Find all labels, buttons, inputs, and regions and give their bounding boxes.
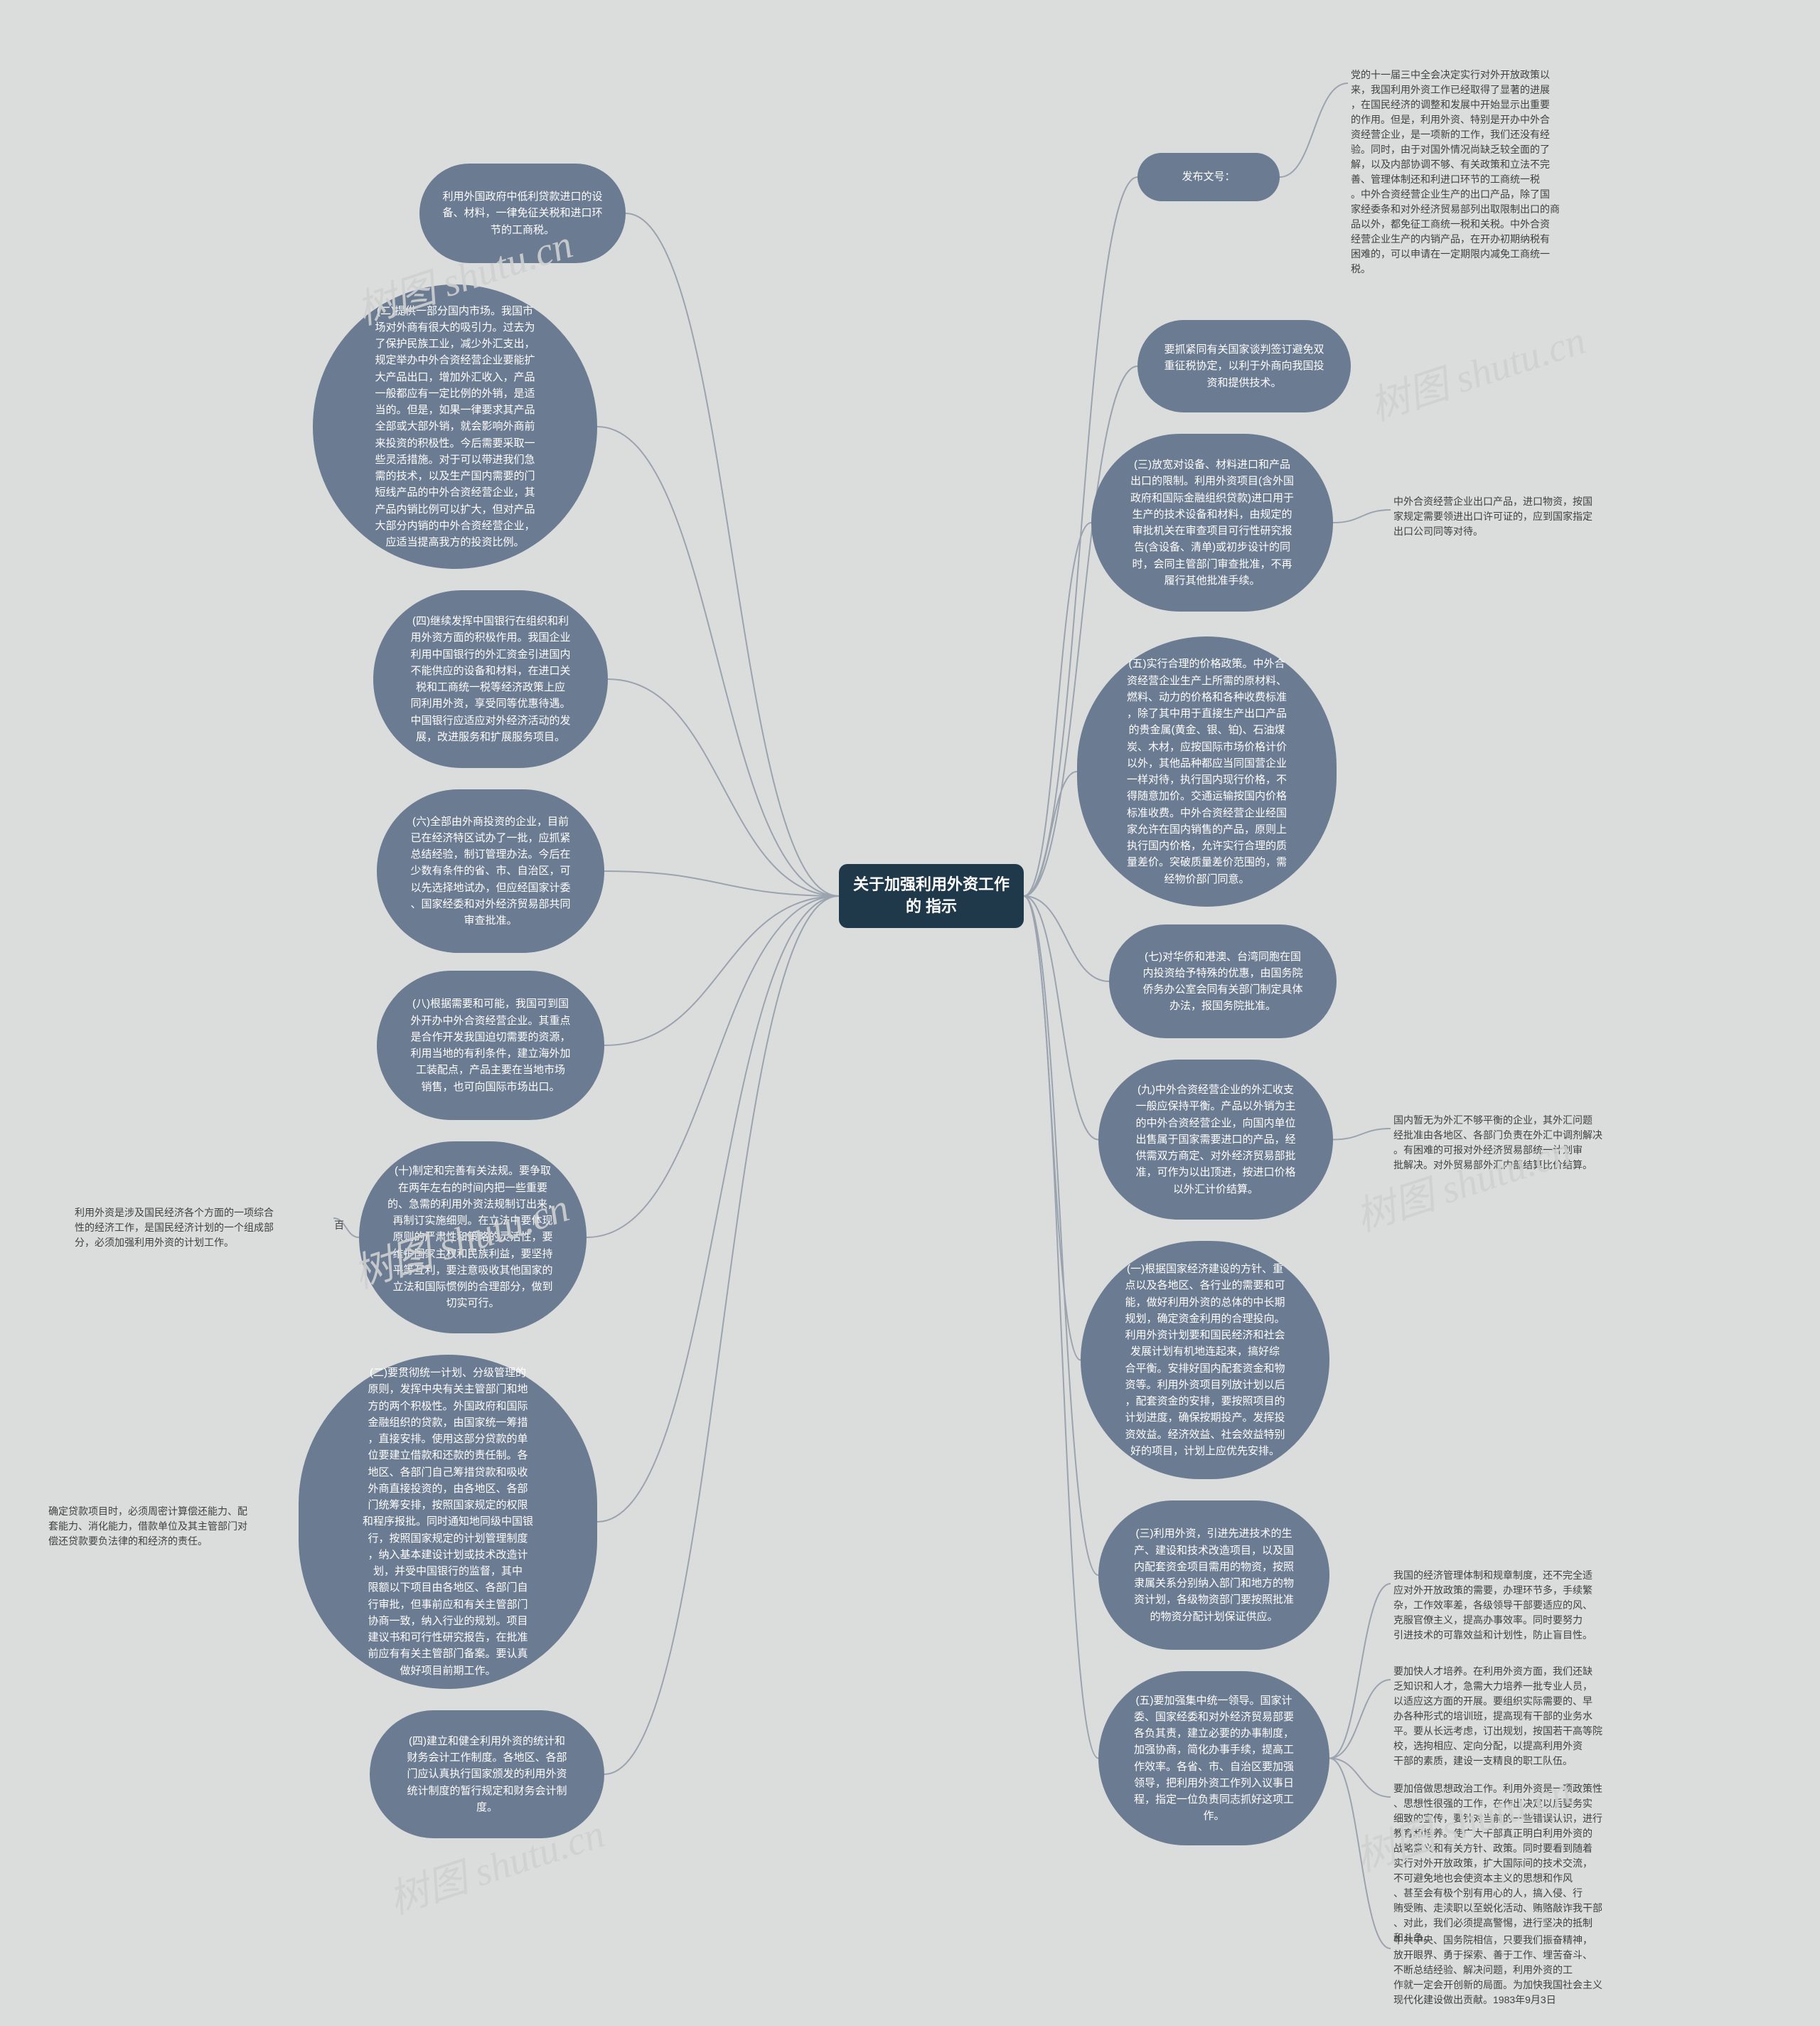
node-l3[interactable]: (四)继续发挥中国银行在组织和利 用外资方面的积极作用。我国企业 利用中国银行的…	[373, 590, 608, 768]
node-r7-text: (一)根据国家经济建设的方针、重 点以及各地区、各行业的需要和可 能，做好利用外…	[1095, 1261, 1315, 1459]
node-l6-text: (十)制定和完善有关法规。要争取 在两年左右的时间内把一些重要 的、急需的利用外…	[373, 1163, 572, 1311]
node-l4[interactable]: (六)全部由外商投资的企业，目前 已在经济特区试办了一批，应抓紧 总结经验，制订…	[377, 789, 604, 953]
node-r5[interactable]: (七)对华侨和港澳、台湾同胞在国 内投资给予特殊的优惠，由国务院 侨务办公室会同…	[1109, 924, 1337, 1038]
node-r6[interactable]: (九)中外合资经营企业的外汇收支 一般应保持平衡。产品以外销为主 的中外合资经营…	[1098, 1060, 1333, 1220]
note-ln1b: 百	[334, 1218, 355, 1233]
node-r5-text: (七)对华侨和港澳、台湾同胞在国 内投资给予特殊的优惠，由国务院 侨务办公室会同…	[1123, 949, 1322, 1015]
note-rn4: 我国的经济管理体制和规章制度，还不完全适 应对外开放政策的需要，办理环节多，手续…	[1393, 1568, 1649, 1643]
note-rn5: 要加快人才培养。在利用外资方面，我们还缺 乏知识和人才，急需大力培养一批专业人员…	[1393, 1664, 1649, 1769]
node-r8[interactable]: (三)利用外资，引进先进技术的生 产、建设和技术改造项目，以及国 内配套资金项目…	[1098, 1500, 1329, 1650]
node-l8[interactable]: (四)建立和健全利用外资的统计和 财务会计工作制度。各地区、各部 门应认真执行国…	[370, 1710, 604, 1838]
note-ln1: 利用外资是涉及国民经济各个方面的一项综合 性的经济工作，是国民经济计划的一个组成…	[75, 1205, 331, 1250]
node-l2[interactable]: (二)提供一部分国内市场。我国市 场对外商有很大的吸引力。过去为 了保护民族工业…	[313, 284, 597, 569]
node-l4-text: (六)全部由外商投资的企业，目前 已在经济特区试办了一批，应抓紧 总结经验，制订…	[391, 814, 590, 929]
node-r7[interactable]: (一)根据国家经济建设的方针、重 点以及各地区、各行业的需要和可 能，做好利用外…	[1081, 1241, 1329, 1479]
node-r3-text: (三)放宽对设备、材料进口和产品 出口的限制。利用外资项目(含外国 政府和国际金…	[1106, 457, 1319, 589]
note-rn1: 党的十一届三中全会决定实行对外开放政策以 来，我国利用外资工作已经取得了显著的进…	[1351, 68, 1607, 277]
node-l1-text: 利用外国政府中低利贷款进口的设 备、材料，一律免征关税和进口环 节的工商税。	[434, 188, 611, 238]
node-l5[interactable]: (八)根据需要和可能，我国可到国 外开办中外合资经营企业。其重点 是合作开发我国…	[377, 971, 604, 1120]
node-r8-text: (三)利用外资，引进先进技术的生 产、建设和技术改造项目，以及国 内配套资金项目…	[1113, 1525, 1315, 1625]
node-l2-text: (二)提供一部分国内市场。我国市 场对外商有很大的吸引力。过去为 了保护民族工业…	[327, 303, 583, 551]
note-rn7: 中共中央、国务院相信，只要我们振奋精神， 放开眼界、勇于探索、善于工作、埋苦奋斗…	[1393, 1933, 1649, 2008]
node-l5-text: (八)根据需要和可能，我国可到国 外开办中外合资经营企业。其重点 是合作开发我国…	[391, 996, 590, 1095]
node-r9[interactable]: (五)要加强集中统一领导。国家计 委、国家经委和对外经济贸易部要 各负其责，建立…	[1098, 1671, 1329, 1845]
node-center[interactable]: 关于加强利用外资工作的 指示	[839, 864, 1024, 928]
watermark-1: 树图 shutu.cn	[1361, 308, 1592, 432]
node-r1[interactable]: 发布文号：	[1138, 153, 1280, 201]
node-l8-text: (四)建立和健全利用外资的统计和 财务会计工作制度。各地区、各部 门应认真执行国…	[384, 1733, 590, 1816]
node-l3-text: (四)继续发挥中国银行在组织和利 用外资方面的积极作用。我国企业 利用中国银行的…	[387, 613, 594, 745]
node-r9-text: (五)要加强集中统一领导。国家计 委、国家经委和对外经济贸易部要 各负其责，建立…	[1113, 1692, 1315, 1825]
node-r2[interactable]: 要抓紧同有关国家谈判签订避免双 重征税协定，以利于外商向我国投 资和提供技术。	[1138, 320, 1351, 412]
node-l7[interactable]: (二)要贯彻统一计划、分级管理的 原则，发挥中央有关主管部门和地 方的两个积极性…	[299, 1355, 597, 1689]
note-ln2: 确定贷款项目时，必须周密计算偿还能力、配 套能力、消化能力，借款单位及其主管部门…	[48, 1504, 304, 1549]
node-r6-text: (九)中外合资经营企业的外汇收支 一般应保持平衡。产品以外销为主 的中外合资经营…	[1113, 1082, 1319, 1198]
note-rn3: 国内暂无为外汇不够平衡的企业，其外汇问题 经批准由各地区、各部门负责在外汇中调剂…	[1393, 1113, 1649, 1173]
node-r1-text: 发布文号：	[1152, 169, 1265, 185]
node-r4[interactable]: (五)实行合理的价格政策。中外合 资经营企业生产上所需的原材料、 燃料、动力的价…	[1077, 636, 1337, 907]
note-rn6: 要加倍做思想政治工作。利用外资是一项政策性 、思想性很强的工作，在作出决定以后要…	[1393, 1781, 1649, 1946]
node-r4-text: (五)实行合理的价格政策。中外合 资经营企业生产上所需的原材料、 燃料、动力的价…	[1091, 656, 1322, 887]
node-l6[interactable]: (十)制定和完善有关法规。要争取 在两年左右的时间内把一些重要 的、急需的利用外…	[359, 1141, 587, 1333]
node-center-text: 关于加强利用外资工作的 指示	[853, 874, 1010, 918]
node-l1[interactable]: 利用外国政府中低利贷款进口的设 备、材料，一律免征关税和进口环 节的工商税。	[419, 164, 626, 263]
node-l7-text: (二)要贯彻统一计划、分级管理的 原则，发挥中央有关主管部门和地 方的两个积极性…	[313, 1365, 583, 1679]
mindmap-canvas: 关于加强利用外资工作的 指示 利用外国政府中低利贷款进口的设 备、材料，一律免征关…	[0, 0, 1820, 2026]
note-rn2: 中外合资经营企业出口产品，进口物资，按国 家规定需要领进出口许可证的，应到国家指…	[1393, 494, 1649, 539]
node-r2-text: 要抓紧同有关国家谈判签订避免双 重征税协定，以利于外商向我国投 资和提供技术。	[1152, 341, 1337, 391]
node-r3[interactable]: (三)放宽对设备、材料进口和产品 出口的限制。利用外资项目(含外国 政府和国际金…	[1091, 434, 1333, 612]
